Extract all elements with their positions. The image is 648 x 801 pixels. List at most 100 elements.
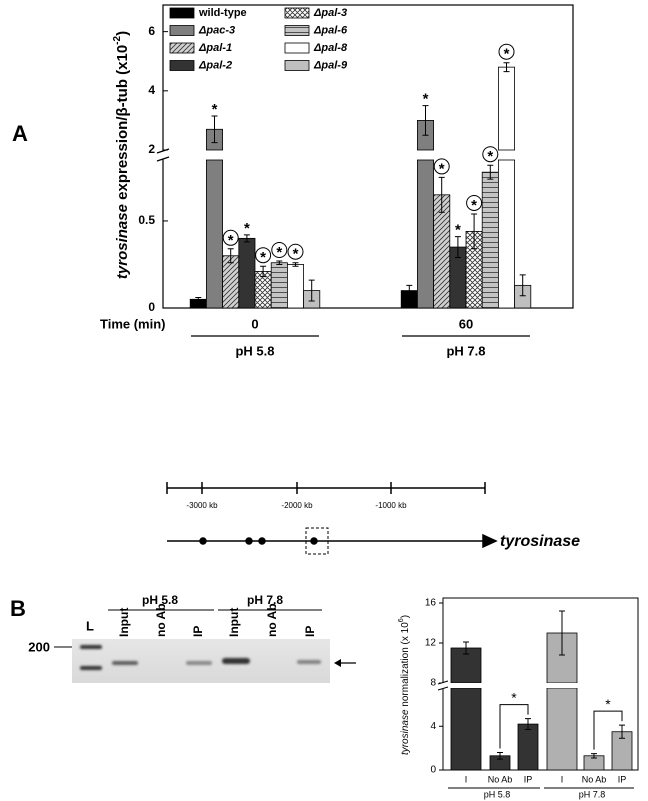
annotation: * — [504, 46, 510, 63]
bar — [497, 66, 515, 151]
x-tick-label: I — [465, 774, 468, 784]
axis-break-gap — [440, 683, 446, 688]
y-tick-label: 0 — [430, 765, 436, 776]
group-label: pH 5.8 — [235, 343, 274, 358]
annotation-circle — [222, 229, 239, 246]
legend-label: Δpal-3 — [313, 7, 347, 19]
annotation: * — [439, 160, 445, 177]
y-tick-label: 2 — [148, 142, 155, 156]
error-bar — [559, 610, 565, 656]
annotation-circle — [466, 194, 483, 211]
lane-label: L — [86, 618, 94, 633]
y-tick-label: 16 — [425, 598, 437, 609]
annotation: * — [423, 91, 429, 108]
y-label-part: tyrosinase — [114, 204, 131, 279]
x-tick-label: No Ab — [488, 774, 513, 784]
x-tick-label: I — [561, 774, 564, 784]
y-label-part: expression/β-tub (x10 — [114, 45, 131, 204]
error-bar — [454, 236, 461, 259]
bar — [546, 687, 578, 771]
annotation-circle — [271, 241, 288, 258]
error-bar — [619, 724, 625, 739]
annotation-circle — [498, 43, 515, 60]
x-tick-label: No Ab — [582, 774, 607, 784]
annotation: * — [276, 244, 282, 261]
legend-label: Δpal-1 — [198, 42, 232, 54]
legend-swatch — [284, 25, 310, 36]
annotation: * — [244, 220, 250, 237]
error-bar — [422, 105, 429, 136]
legend-label: Δpal-2 — [198, 59, 232, 71]
significance-bracket — [593, 710, 623, 750]
bar — [481, 171, 499, 309]
y-axis-label: tyrosinase expression/β-tub (x10-2) — [112, 31, 131, 279]
lane-label: no Ab — [154, 603, 168, 637]
legend-label: Δpal-9 — [313, 59, 348, 71]
annotation-circle — [287, 243, 304, 260]
error-bar — [497, 752, 503, 760]
significance-bracket — [499, 704, 529, 749]
error-bar — [471, 213, 478, 250]
site-dot — [310, 537, 318, 545]
y-tick-label: 8 — [430, 678, 436, 689]
legend-swatch — [169, 42, 195, 54]
x-axis-label: Time (min) — [100, 316, 166, 331]
significance-label: * — [605, 696, 611, 712]
gel-band — [80, 645, 102, 649]
group-label: pH 7.8 — [579, 789, 606, 799]
error-bar — [276, 260, 283, 265]
y-label-part: normalization (x 10 — [400, 622, 411, 710]
annotation: * — [293, 246, 299, 263]
gel-band — [222, 658, 250, 664]
annotation: * — [487, 148, 493, 165]
lane-label: IP — [303, 626, 317, 637]
legend-label: Δpal-6 — [313, 24, 348, 36]
bar — [416, 159, 434, 309]
annotation: * — [455, 222, 461, 239]
site-dot — [199, 537, 207, 545]
lane-label: Input — [227, 608, 241, 637]
site-box — [305, 527, 329, 555]
annotation: * — [228, 232, 234, 249]
y-label-part: tyrosinase — [400, 709, 411, 755]
legend-swatch — [169, 7, 195, 19]
error-bar — [292, 262, 299, 267]
x-tick-label: 60 — [459, 316, 473, 331]
bar — [497, 159, 515, 309]
annotation: * — [212, 101, 218, 118]
y-label-superscript: -2 — [112, 35, 123, 44]
gene-label: tyrosinase — [500, 533, 580, 550]
y-tick-label: 0 — [148, 300, 155, 314]
annotation-circle — [255, 247, 272, 264]
gel-band — [297, 660, 321, 664]
legend-label: Δpal-8 — [313, 42, 348, 54]
y-tick-label: 4 — [430, 721, 436, 732]
bar — [286, 264, 304, 309]
y-label-superscript: 6 — [398, 618, 405, 622]
legend-swatch — [284, 60, 310, 71]
legend-swatch — [169, 25, 195, 36]
error-bar — [525, 718, 531, 731]
gel-condition: pH 5.8 — [142, 593, 178, 607]
legend-swatch — [284, 7, 310, 19]
y-axis-label: tyrosinase normalization (x 106) — [398, 615, 411, 755]
x-tick-label: 0 — [251, 316, 258, 331]
y-label-part: ) — [114, 31, 131, 36]
lane-label: Input — [117, 608, 131, 637]
panel-label: B — [10, 596, 26, 621]
bar — [238, 237, 256, 309]
error-bar — [308, 279, 315, 302]
annotation-circle — [482, 146, 499, 163]
error-bar — [227, 248, 234, 264]
group-label: pH 7.8 — [446, 343, 485, 358]
axis-break-gap — [160, 151, 166, 159]
y-tick-label: 12 — [425, 638, 437, 649]
error-bar — [487, 164, 494, 180]
x-tick-label: IP — [618, 774, 627, 784]
lane-label: IP — [191, 626, 205, 637]
y-tick-label: 6 — [148, 24, 155, 38]
gel-band — [186, 661, 212, 665]
legend-swatch — [284, 42, 310, 54]
